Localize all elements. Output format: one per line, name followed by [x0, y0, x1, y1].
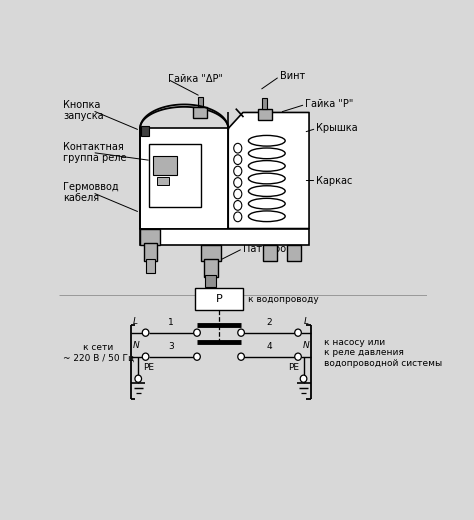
Text: Патрубок: Патрубок	[243, 243, 292, 254]
Bar	[140, 229, 309, 244]
Text: Винт: Винт	[280, 71, 305, 82]
Text: 4: 4	[267, 342, 273, 351]
Text: Гайка "P": Гайка "P"	[305, 99, 354, 109]
Text: L: L	[304, 317, 309, 326]
Circle shape	[135, 375, 142, 382]
Text: 1: 1	[168, 318, 174, 327]
Circle shape	[142, 353, 149, 360]
Text: PE: PE	[143, 362, 154, 371]
Bar	[146, 258, 155, 272]
Circle shape	[295, 329, 301, 336]
Text: к насосу или
к реле давления
водопроводной системы: к насосу или к реле давления водопроводн…	[324, 338, 442, 368]
Circle shape	[238, 353, 245, 360]
Bar	[149, 145, 201, 206]
Bar	[287, 244, 301, 261]
Bar	[201, 244, 221, 261]
Text: Гермоввод
кабеля: Гермоввод кабеля	[63, 181, 118, 203]
Bar	[263, 244, 277, 261]
Bar	[144, 242, 156, 261]
Text: Контактная
группа реле: Контактная группа реле	[63, 141, 127, 163]
Bar	[204, 259, 219, 277]
Bar	[140, 229, 160, 244]
Bar	[193, 107, 207, 119]
Bar	[140, 128, 228, 229]
Text: к водопроводу: к водопроводу	[248, 294, 319, 304]
Text: Каркас: Каркас	[316, 176, 353, 186]
Text: PE: PE	[288, 362, 299, 371]
Circle shape	[300, 375, 307, 382]
Text: Крышка: Крышка	[316, 123, 358, 134]
Text: к сети
~ 220 В / 50 Гц: к сети ~ 220 В / 50 Гц	[63, 343, 134, 362]
Text: N: N	[133, 341, 139, 350]
Circle shape	[142, 329, 149, 336]
Circle shape	[194, 329, 201, 336]
Bar	[205, 275, 217, 287]
Polygon shape	[228, 112, 309, 229]
Bar	[195, 288, 243, 310]
Text: Гайка "ΔP": Гайка "ΔP"	[168, 74, 223, 84]
Circle shape	[238, 329, 245, 336]
Bar	[258, 109, 272, 121]
Bar	[263, 98, 267, 109]
Text: L: L	[133, 317, 138, 326]
Bar	[156, 177, 170, 185]
Text: 3: 3	[168, 342, 174, 351]
Text: N: N	[302, 341, 309, 350]
Circle shape	[194, 353, 201, 360]
Bar	[153, 157, 177, 175]
Bar	[141, 126, 149, 136]
Text: Кнопка
запуска: Кнопка запуска	[63, 100, 103, 121]
Circle shape	[295, 353, 301, 360]
Text: P: P	[216, 294, 222, 304]
Bar	[198, 97, 202, 107]
Text: 2: 2	[267, 318, 273, 327]
